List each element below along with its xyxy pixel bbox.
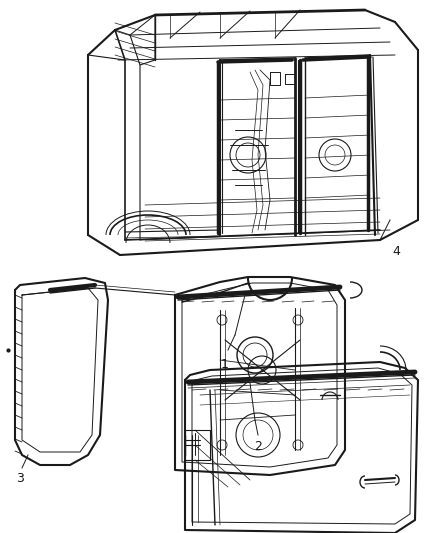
Text: 2: 2 <box>254 440 262 453</box>
Text: 1: 1 <box>221 358 229 371</box>
Text: 3: 3 <box>16 472 24 485</box>
Text: 4: 4 <box>392 245 400 258</box>
